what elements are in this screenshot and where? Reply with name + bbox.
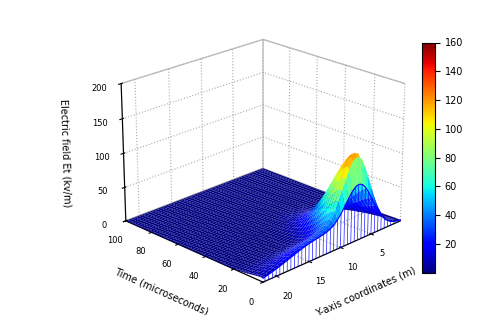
Y-axis label: Time (microseconds): Time (microseconds): [112, 267, 210, 315]
X-axis label: Y-axis coordinates (m): Y-axis coordinates (m): [314, 265, 416, 315]
